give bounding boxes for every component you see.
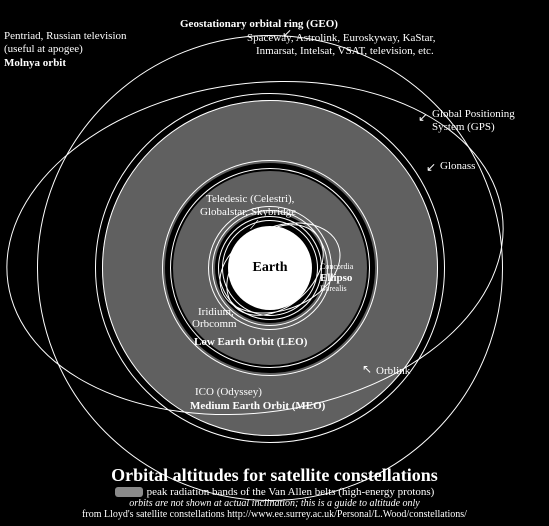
label-glonass: Glonass bbox=[440, 160, 475, 173]
label-borealis: Borealis bbox=[320, 284, 347, 293]
label-geo_title: Geostationary orbital ring (GEO) bbox=[180, 18, 338, 31]
label-iridium2: Orbcomm bbox=[192, 318, 237, 331]
label-geo_sub2: Inmarsat, Intelsat, VSAT, television, et… bbox=[256, 45, 434, 58]
label-ellipso: Ellipso bbox=[320, 272, 352, 285]
label-meo: Medium Earth Orbit (MEO) bbox=[190, 400, 325, 413]
footer-title: Orbital altitudes for satellite constell… bbox=[0, 465, 549, 486]
footer-legend: peak radiation bands of the Van Allen be… bbox=[0, 486, 549, 498]
label-geo_sub1: Spaceway, Astrolink, Euroskyway, KaStar, bbox=[247, 32, 435, 45]
arrow-arrow_gps: ↙ bbox=[418, 110, 428, 125]
label-gps2: System (GPS) bbox=[432, 121, 495, 134]
label-pentriad2: (useful at apogee) bbox=[4, 43, 83, 56]
legend-text: peak radiation bands of the Van Allen be… bbox=[147, 486, 435, 498]
label-gps1: Global Positioning bbox=[432, 108, 515, 121]
label-orblink: Orblink bbox=[376, 365, 410, 378]
arrow-arrow_glonass: ↙ bbox=[426, 160, 436, 175]
label-teledesic2: Globalstar, Skybridge bbox=[200, 206, 296, 219]
arrow-arrow_orblink: ↖ bbox=[362, 362, 372, 377]
arrow-arrow_teledesic: ⟋ bbox=[250, 218, 258, 233]
footer-note: orbits are not shown at actual inclinati… bbox=[0, 498, 549, 509]
label-leo: Low Earth Orbit (LEO) bbox=[194, 336, 307, 349]
label-iridium1: Iridium, bbox=[198, 306, 234, 319]
earth-label: Earth bbox=[253, 260, 288, 276]
label-teledesic1: Teledesic (Celestri), bbox=[206, 193, 294, 206]
footer-credit: from Lloyd's satellite constellations ht… bbox=[0, 509, 549, 520]
legend-swatch bbox=[115, 487, 143, 497]
earth: Earth bbox=[228, 226, 312, 310]
diagram-stage: Earth Geostationary orbital ring (GEO)Spa… bbox=[0, 0, 549, 526]
label-pentriad1: Pentriad, Russian television bbox=[4, 30, 127, 43]
arrow-arrow_geo: ↙ bbox=[282, 26, 292, 41]
label-ico: ICO (Odyssey) bbox=[195, 386, 262, 399]
label-concordia: Concordia bbox=[320, 262, 353, 271]
footer: Orbital altitudes for satellite constell… bbox=[0, 465, 549, 520]
label-molnya: Molnya orbit bbox=[4, 57, 66, 70]
